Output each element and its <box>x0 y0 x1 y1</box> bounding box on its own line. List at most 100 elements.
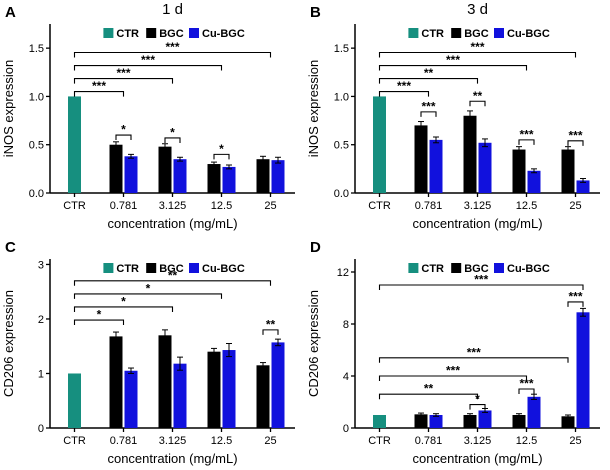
bracket-line <box>567 301 584 307</box>
y-tick-label: 0 <box>343 423 349 435</box>
bar-BGC-25 <box>561 149 575 193</box>
significance-label: *** <box>92 79 106 93</box>
y-tick-label: 1.0 <box>29 91 44 103</box>
legend: CTR BGC Cu-BGC <box>408 263 550 275</box>
y-axis: 0 1 2 3 <box>38 259 50 435</box>
significance-label: *** <box>519 127 533 141</box>
panel-title: 1 d <box>162 1 183 18</box>
bar-BGC-0.781 <box>109 144 123 193</box>
significance-label: * <box>170 125 175 139</box>
y-axis-label: iNOS expression <box>306 60 321 158</box>
legend-swatch-BGC <box>451 28 462 38</box>
bracket-line <box>73 91 125 97</box>
x-axis-label: concentration (mg/mL) <box>412 451 542 466</box>
y-tick-label: 0.0 <box>334 188 349 200</box>
bar-BGC-12.5 <box>207 164 221 193</box>
y-tick-label: 2 <box>38 314 44 326</box>
legend-label-CTR: CTR <box>421 28 444 40</box>
bracket-line <box>73 78 174 84</box>
x-axis-label: concentration (mg/mL) <box>107 451 237 466</box>
bar-Cu-BGC-3.125 <box>478 410 492 428</box>
x-tick-label: 3.125 <box>159 200 187 212</box>
y-tick-label: 8 <box>343 319 349 331</box>
legend-swatch-Cu-BGC <box>189 28 199 38</box>
bar-BGC-12.5 <box>512 149 526 193</box>
legend-label-BGC: BGC <box>159 28 184 40</box>
bracket-line <box>378 91 430 97</box>
legend-label-Cu-BGC: Cu-BGC <box>202 28 245 40</box>
significance-brackets: ****************** <box>378 273 584 410</box>
panel-d-chart: D 0 4 8 12 CTR 0.781 3.125 12.5 25 concentration (… <box>306 239 600 466</box>
bar-Cu-BGC-3.125 <box>173 363 187 428</box>
legend-swatch-CTR <box>103 28 114 38</box>
bar-BGC-25 <box>256 159 270 193</box>
significance-label: * <box>121 123 126 137</box>
bracket-line <box>213 153 230 160</box>
legend-swatch-BGC <box>451 263 462 273</box>
panel-letter: C <box>5 239 16 256</box>
bracket-line <box>115 134 132 141</box>
x-tick-label: 25 <box>569 435 581 447</box>
bar-BGC-3.125 <box>158 335 172 428</box>
bracket-line <box>378 64 528 71</box>
bar-CTR-CTR <box>68 373 81 428</box>
panel-letter: B <box>310 4 321 21</box>
legend-label-CTR: CTR <box>421 263 444 275</box>
legend-label-CTR: CTR <box>116 28 139 40</box>
y-tick-label: 0.5 <box>334 140 349 152</box>
legend-label-Cu-BGC: Cu-BGC <box>507 28 550 40</box>
significance-label: ** <box>424 382 434 396</box>
panel-letter: D <box>310 239 321 256</box>
bar-Cu-BGC-0.781 <box>124 156 138 193</box>
legend-label-Cu-BGC: Cu-BGC <box>507 263 550 275</box>
y-axis: 0.0 0.5 1.0 1.5 <box>334 43 355 200</box>
x-tick-label: 3.125 <box>464 435 492 447</box>
bracket-line <box>73 280 272 286</box>
legend-swatch-CTR <box>408 28 419 38</box>
bar-BGC-3.125 <box>158 146 172 193</box>
bar-Cu-BGC-3.125 <box>173 159 187 193</box>
legend-swatch-Cu-BGC <box>494 263 504 273</box>
y-tick-label: 0 <box>38 423 44 435</box>
bar-BGC-25 <box>256 365 270 428</box>
significance-label: * <box>121 294 126 308</box>
bar-Cu-BGC-12.5 <box>527 170 541 193</box>
legend-label-Cu-BGC: Cu-BGC <box>202 263 245 275</box>
bar-Cu-BGC-0.781 <box>124 370 138 428</box>
x-tick-label: 12.5 <box>516 200 537 212</box>
panel-a-chart: A 1 d 0.0 0.5 1.0 1.5 CTR 0.781 3.125 12.5 25 conce… <box>1 1 295 231</box>
significance-label: *** <box>141 53 155 67</box>
x-tick-label: 25 <box>264 200 276 212</box>
legend-label-BGC: BGC <box>464 263 489 275</box>
significance-label: ** <box>473 89 483 103</box>
significance-label: *** <box>446 53 460 67</box>
significance-label: * <box>97 308 102 322</box>
y-tick-label: 1.5 <box>334 43 349 55</box>
y-tick-label: 3 <box>38 259 44 271</box>
y-tick-label: 1.5 <box>29 43 44 55</box>
significance-label: *** <box>467 345 481 359</box>
bracket-line <box>518 388 535 394</box>
x-tick-label: 12.5 <box>211 435 232 447</box>
significance-brackets: ************* ** <box>73 40 272 160</box>
bar-CTR-CTR <box>373 415 386 428</box>
bar-CTR-CTR <box>373 96 386 193</box>
significance-label: *** <box>568 128 582 142</box>
x-axis-label: concentration (mg/mL) <box>107 216 237 231</box>
x-tick-label: 12.5 <box>516 435 537 447</box>
bar-Cu-BGC-0.781 <box>429 139 443 193</box>
y-tick-label: 4 <box>343 371 349 383</box>
legend-swatch-CTR <box>408 263 419 273</box>
significance-brackets: ******* <box>73 268 279 335</box>
bracket-line <box>378 284 584 290</box>
bar-BGC-3.125 <box>463 115 477 193</box>
bars <box>68 329 285 428</box>
x-tick-label: 0.781 <box>110 200 138 212</box>
panel-letter: A <box>5 4 16 21</box>
bar-Cu-BGC-12.5 <box>222 350 236 428</box>
bar-Cu-BGC-25 <box>271 342 285 428</box>
bracket-line <box>378 393 479 400</box>
significance-label: * <box>219 142 224 156</box>
significance-label: *** <box>165 40 179 54</box>
